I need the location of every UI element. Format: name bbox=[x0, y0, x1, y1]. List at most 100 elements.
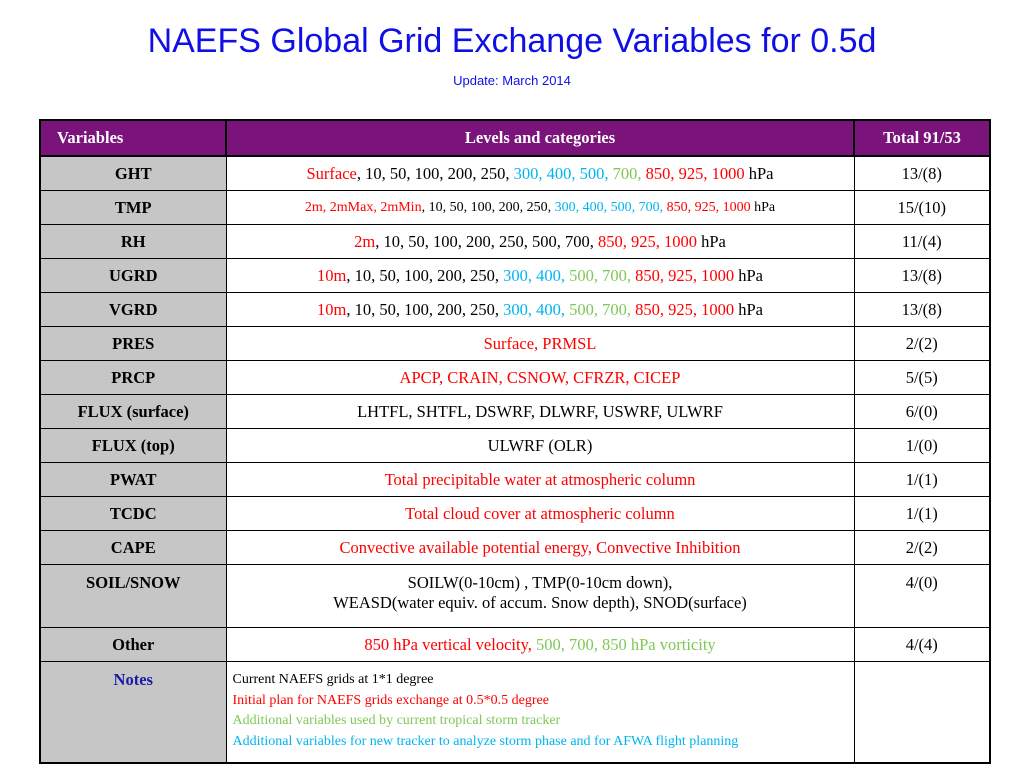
level-segment: 300, 400, 500, 700, bbox=[554, 199, 667, 215]
variable-name: CAPE bbox=[39, 530, 227, 565]
level-segment: , 10, 50, 100, 200, 250, bbox=[421, 199, 555, 215]
levels-categories: 850 hPa vertical velocity, 500, 700, 850… bbox=[225, 627, 855, 662]
level-segment: , 10, 50, 100, 200, 250, bbox=[346, 299, 504, 319]
table-row: CAPE Convective available potential energ… bbox=[39, 530, 991, 565]
variable-name: SOIL/SNOW bbox=[39, 564, 227, 628]
variable-total: 1/(1) bbox=[853, 496, 991, 531]
levels-categories: LHTFL, SHTFL, DSWRF, DLWRF, USWRF, ULWRF bbox=[225, 394, 855, 429]
variable-name: GHT bbox=[39, 155, 227, 191]
variable-name: PRES bbox=[39, 326, 227, 361]
table-row: SOIL/SNOW SOILW(0-10cm) , TMP(0-10cm down… bbox=[39, 564, 991, 628]
variable-total: 11/(4) bbox=[853, 224, 991, 259]
note-line: Current NAEFS grids at 1*1 degree bbox=[232, 672, 434, 687]
header-levels: Levels and categories bbox=[225, 119, 855, 157]
level-segment: 850, 925, 1000 bbox=[666, 199, 751, 215]
level-segment: 10m bbox=[317, 299, 347, 319]
levels-categories: 10m, 10, 50, 100, 200, 250, 300, 400, 50… bbox=[225, 258, 855, 293]
levels-categories: ULWRF (OLR) bbox=[225, 428, 855, 463]
notes-text: Current NAEFS grids at 1*1 degree Initial… bbox=[225, 661, 855, 764]
variable-name: FLUX (top) bbox=[39, 428, 227, 463]
note-line: Initial plan for NAEFS grids exchange at… bbox=[232, 692, 549, 708]
table-body: GHT Surface, 10, 50, 100, 200, 250, 300, … bbox=[39, 155, 991, 764]
table-row: VGRD 10m, 10, 50, 100, 200, 250, 300, 400… bbox=[39, 292, 991, 327]
note-line: Additional variables used by current tro… bbox=[232, 713, 561, 728]
variable-name: Other bbox=[39, 627, 227, 662]
level-segment: 850, 925, 1000 bbox=[635, 299, 735, 319]
level-segment: 500, 700, 850 hPa vorticity bbox=[536, 634, 716, 654]
level-segment: WEASD(water equiv. of accum. Snow depth)… bbox=[333, 593, 747, 612]
table-row: PRCP APCP, CRAIN, CSNOW, CFRZR, CICEP 5/(5… bbox=[39, 360, 991, 395]
levels-categories: 2m, 2mMax, 2mMin, 10, 50, 100, 200, 250,… bbox=[225, 190, 855, 225]
table-row: UGRD 10m, 10, 50, 100, 200, 250, 300, 400… bbox=[39, 258, 991, 293]
level-segment: 850 hPa vertical velocity, bbox=[364, 634, 536, 654]
table-row: TCDC Total cloud cover at atmospheric col… bbox=[39, 496, 991, 531]
table-header-row: Variables Levels and categories Total 91… bbox=[39, 119, 991, 157]
levels-categories: Convective available potential energy, C… bbox=[225, 530, 855, 565]
levels-categories: Surface, 10, 50, 100, 200, 250, 300, 400… bbox=[225, 155, 855, 191]
page-title: NAEFS Global Grid Exchange Variables for… bbox=[147, 22, 877, 60]
level-segment: LHTFL, SHTFL, DSWRF, DLWRF, USWRF, ULWRF bbox=[357, 401, 723, 421]
table-row: TMP 2m, 2mMax, 2mMin, 10, 50, 100, 200, 2… bbox=[39, 190, 991, 225]
notes-label: Notes bbox=[39, 661, 227, 764]
variable-total: 13/(8) bbox=[853, 258, 991, 293]
variable-total: 1/(0) bbox=[853, 428, 991, 463]
variable-name: FLUX (surface) bbox=[39, 394, 227, 429]
variable-name: TCDC bbox=[39, 496, 227, 531]
variable-name: VGRD bbox=[39, 292, 227, 327]
level-segment: hPa bbox=[744, 163, 774, 183]
level-segment: Surface bbox=[306, 163, 357, 183]
table-row: PRES Surface, PRMSL 2/(2) bbox=[39, 326, 991, 361]
variable-total: 2/(2) bbox=[853, 326, 991, 361]
level-segment: 850, 925, 1000 bbox=[597, 231, 697, 251]
header-total: Total 91/53 bbox=[853, 119, 991, 157]
level-segment: 10m bbox=[317, 265, 347, 285]
levels-categories: 10m, 10, 50, 100, 200, 250, 300, 400, 50… bbox=[225, 292, 855, 327]
variable-total: 6/(0) bbox=[853, 394, 991, 429]
level-segment: Convective available potential energy, C… bbox=[339, 537, 741, 557]
variable-name: PRCP bbox=[39, 360, 227, 395]
variable-name: RH bbox=[39, 224, 227, 259]
level-segment: hPa bbox=[734, 299, 763, 319]
variable-total: 4/(0) bbox=[853, 564, 991, 628]
notes-row: Notes Current NAEFS grids at 1*1 degree In… bbox=[39, 661, 991, 764]
header-variables: Variables bbox=[39, 119, 227, 157]
levels-categories: Surface, PRMSL bbox=[225, 326, 855, 361]
table-row: GHT Surface, 10, 50, 100, 200, 250, 300, … bbox=[39, 155, 991, 191]
update-date: Update: March 2014 bbox=[453, 73, 571, 88]
table-row: RH 2m, 10, 50, 100, 200, 250, 500, 700, 8… bbox=[39, 224, 991, 259]
level-segment: Total cloud cover at atmospheric column bbox=[405, 503, 675, 523]
level-segment: ULWRF (OLR) bbox=[487, 435, 593, 455]
level-segment: 300, 400, bbox=[503, 265, 570, 285]
variable-total: 13/(8) bbox=[853, 292, 991, 327]
level-segment: APCP, CRAIN, CSNOW, CFRZR, CICEP bbox=[399, 367, 681, 387]
level-segment: 2m bbox=[354, 231, 376, 251]
variables-table: Variables Levels and categories Total 91… bbox=[39, 119, 991, 764]
level-segment: Total precipitable water at atmospheric … bbox=[384, 469, 696, 489]
level-segment: 300, 400, bbox=[503, 299, 570, 319]
variable-name: PWAT bbox=[39, 462, 227, 497]
note-line: Additional variables for new tracker to … bbox=[232, 733, 739, 749]
level-segment: , 10, 50, 100, 200, 250, bbox=[346, 265, 504, 285]
level-segment: , 10, 50, 100, 200, 250, bbox=[356, 163, 514, 183]
level-segment: 2m, 2mMax, 2mMin bbox=[304, 199, 422, 215]
variable-total: 13/(8) bbox=[853, 155, 991, 191]
levels-categories: Total precipitable water at atmospheric … bbox=[225, 462, 855, 497]
variable-total: 4/(4) bbox=[853, 627, 991, 662]
levels-categories: APCP, CRAIN, CSNOW, CFRZR, CICEP bbox=[225, 360, 855, 395]
level-segment: 500, 700, bbox=[569, 299, 636, 319]
level-segment: 850, 925, 1000 bbox=[645, 163, 745, 183]
variable-name: UGRD bbox=[39, 258, 227, 293]
level-segment: 300, 400, 500, bbox=[513, 163, 613, 183]
variable-total: 15/(10) bbox=[853, 190, 991, 225]
variable-total: 1/(1) bbox=[853, 462, 991, 497]
level-segment: 850, 925, 1000 bbox=[635, 265, 735, 285]
table-row: Other 850 hPa vertical velocity, 500, 700… bbox=[39, 627, 991, 662]
level-segment: 700, bbox=[612, 163, 646, 183]
level-segment: hPa bbox=[696, 231, 726, 251]
levels-categories: Total cloud cover at atmospheric column bbox=[225, 496, 855, 531]
level-segment: hPa bbox=[750, 199, 776, 215]
level-segment: Surface, PRMSL bbox=[483, 333, 597, 353]
level-segment: , 10, 50, 100, 200, 250, 500, 700, bbox=[375, 231, 598, 251]
table-row: FLUX (top) ULWRF (OLR) 1/(0) bbox=[39, 428, 991, 463]
level-segment: SOILW(0-10cm) , TMP(0-10cm down), bbox=[407, 573, 673, 592]
